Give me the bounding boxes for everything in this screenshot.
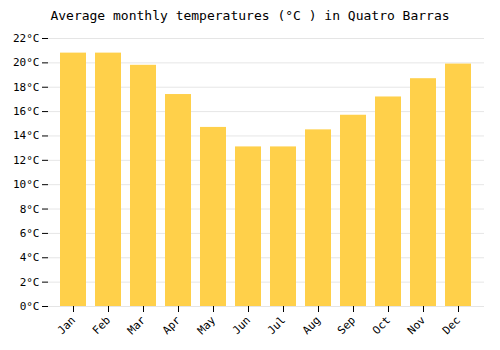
svg-text:Jul: Jul: [265, 314, 288, 337]
svg-text:22°C: 22°C: [13, 32, 40, 45]
html-text:Average monthly temperatures (: Average monthly temperatures (°C ) in Qu…: [50, 8, 450, 23]
svg-text:Jun: Jun: [230, 314, 253, 337]
svg-text:18°C: 18°C: [13, 81, 40, 94]
svg-text:6°C: 6°C: [20, 227, 40, 240]
svg-text:8°C: 8°C: [20, 203, 40, 216]
svg-text:0°C: 0°C: [20, 300, 40, 313]
svg-text:16°C: 16°C: [13, 105, 40, 118]
svg-text:Aug: Aug: [300, 314, 323, 337]
svg-text:20°C: 20°C: [13, 56, 40, 69]
svg-text:Feb: Feb: [90, 314, 113, 337]
svg-text:May: May: [195, 313, 219, 337]
svg-text:10°C: 10°C: [13, 178, 40, 191]
svg-text:4°C: 4°C: [20, 251, 40, 264]
svg-text:Nov: Nov: [405, 313, 429, 337]
svg-text:Mar: Mar: [125, 313, 149, 337]
svg-text:Apr: Apr: [160, 313, 184, 337]
svg-text:Jan: Jan: [55, 314, 78, 337]
svg-text:Sep: Sep: [335, 314, 358, 337]
svg-text:Oct: Oct: [370, 314, 393, 337]
svg-text:Dec: Dec: [440, 314, 463, 337]
svg-text:14°C: 14°C: [13, 129, 40, 142]
svg-text:2°C: 2°C: [20, 276, 40, 289]
svg-text:12°C: 12°C: [13, 154, 40, 167]
